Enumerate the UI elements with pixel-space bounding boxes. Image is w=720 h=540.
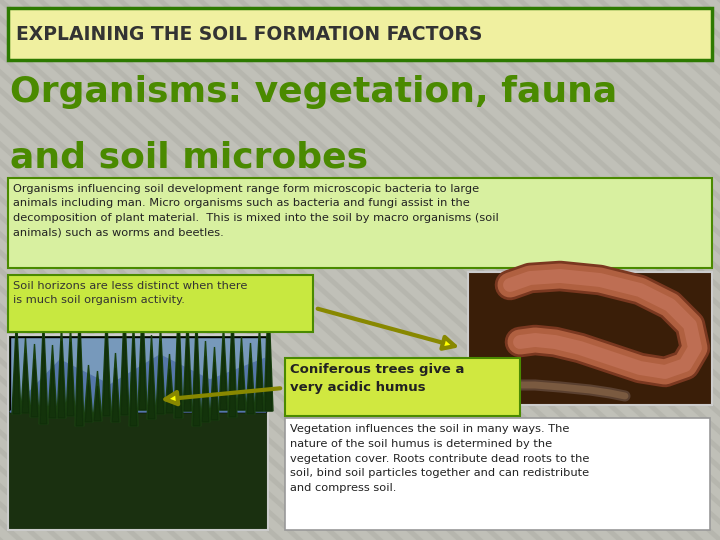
Text: EXPLAINING THE SOIL FORMATION FACTORS: EXPLAINING THE SOIL FORMATION FACTORS bbox=[16, 24, 482, 44]
Polygon shape bbox=[246, 343, 255, 414]
Text: Soil horizons are less distinct when there
is much soil organism activity.: Soil horizons are less distinct when the… bbox=[13, 281, 248, 306]
Polygon shape bbox=[201, 341, 210, 422]
Polygon shape bbox=[31, 359, 38, 417]
Polygon shape bbox=[111, 353, 120, 422]
Polygon shape bbox=[174, 301, 183, 418]
Polygon shape bbox=[12, 317, 21, 414]
Polygon shape bbox=[256, 341, 263, 411]
Polygon shape bbox=[238, 352, 245, 410]
Polygon shape bbox=[237, 337, 246, 410]
Polygon shape bbox=[13, 332, 20, 414]
Polygon shape bbox=[30, 344, 39, 417]
Polygon shape bbox=[129, 320, 138, 426]
Polygon shape bbox=[103, 326, 110, 416]
FancyBboxPatch shape bbox=[468, 272, 712, 405]
Polygon shape bbox=[66, 327, 75, 416]
Polygon shape bbox=[220, 340, 227, 410]
Polygon shape bbox=[228, 306, 237, 417]
FancyBboxPatch shape bbox=[8, 8, 712, 60]
FancyBboxPatch shape bbox=[285, 358, 520, 416]
Polygon shape bbox=[211, 362, 218, 420]
Polygon shape bbox=[183, 313, 192, 411]
Polygon shape bbox=[10, 355, 266, 412]
Text: and soil microbes: and soil microbes bbox=[10, 140, 368, 174]
Polygon shape bbox=[120, 302, 129, 415]
Polygon shape bbox=[175, 316, 182, 418]
Polygon shape bbox=[184, 328, 191, 411]
Polygon shape bbox=[58, 341, 65, 418]
Text: Organisms influencing soil development range form microscopic bacteria to large
: Organisms influencing soil development r… bbox=[13, 184, 499, 237]
FancyBboxPatch shape bbox=[8, 275, 313, 332]
Polygon shape bbox=[48, 345, 57, 418]
Text: Coniferous trees give a
very acidic humus: Coniferous trees give a very acidic humu… bbox=[290, 363, 464, 394]
Polygon shape bbox=[247, 358, 254, 414]
Polygon shape bbox=[264, 294, 273, 411]
Polygon shape bbox=[21, 338, 30, 413]
Polygon shape bbox=[166, 369, 173, 413]
Polygon shape bbox=[255, 326, 264, 411]
Polygon shape bbox=[165, 354, 174, 413]
Polygon shape bbox=[22, 353, 29, 413]
Polygon shape bbox=[84, 365, 93, 422]
Polygon shape bbox=[265, 309, 272, 411]
Polygon shape bbox=[85, 380, 92, 422]
Polygon shape bbox=[67, 342, 74, 416]
Text: Organisms: vegetation, fauna: Organisms: vegetation, fauna bbox=[10, 75, 617, 109]
FancyBboxPatch shape bbox=[8, 335, 268, 530]
Polygon shape bbox=[39, 317, 48, 424]
Polygon shape bbox=[138, 299, 147, 410]
Polygon shape bbox=[76, 323, 83, 426]
Polygon shape bbox=[193, 327, 200, 426]
Polygon shape bbox=[210, 347, 219, 420]
Polygon shape bbox=[93, 371, 102, 421]
Polygon shape bbox=[148, 350, 155, 419]
Polygon shape bbox=[40, 332, 47, 424]
FancyBboxPatch shape bbox=[8, 178, 712, 268]
Polygon shape bbox=[229, 321, 236, 417]
Polygon shape bbox=[94, 386, 101, 421]
Polygon shape bbox=[75, 308, 84, 426]
Polygon shape bbox=[219, 325, 228, 410]
Polygon shape bbox=[102, 311, 111, 416]
Polygon shape bbox=[202, 356, 209, 422]
Polygon shape bbox=[112, 368, 119, 422]
FancyBboxPatch shape bbox=[10, 337, 266, 412]
Polygon shape bbox=[147, 335, 156, 419]
Polygon shape bbox=[57, 326, 66, 418]
Polygon shape bbox=[130, 335, 137, 426]
Polygon shape bbox=[156, 326, 165, 414]
Polygon shape bbox=[192, 312, 201, 426]
Text: Vegetation influences the soil in many ways. The
nature of the soil humus is det: Vegetation influences the soil in many w… bbox=[290, 424, 590, 493]
Polygon shape bbox=[157, 341, 164, 414]
Polygon shape bbox=[49, 360, 56, 418]
Polygon shape bbox=[139, 314, 146, 410]
Polygon shape bbox=[121, 317, 128, 415]
FancyBboxPatch shape bbox=[285, 418, 710, 530]
